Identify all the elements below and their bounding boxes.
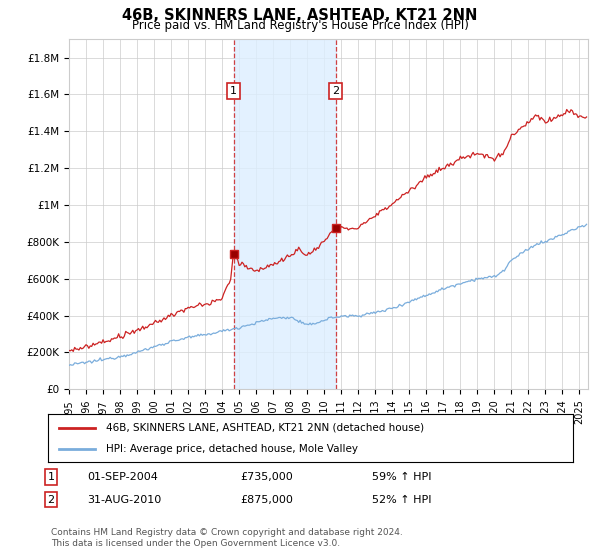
- Text: This data is licensed under the Open Government Licence v3.0.: This data is licensed under the Open Gov…: [51, 539, 340, 548]
- Text: £735,000: £735,000: [240, 472, 293, 482]
- Text: 52% ↑ HPI: 52% ↑ HPI: [372, 494, 431, 505]
- Text: 46B, SKINNERS LANE, ASHTEAD, KT21 2NN: 46B, SKINNERS LANE, ASHTEAD, KT21 2NN: [122, 8, 478, 24]
- Text: 31-AUG-2010: 31-AUG-2010: [87, 494, 161, 505]
- Text: 2: 2: [332, 86, 339, 96]
- Text: 2: 2: [47, 494, 55, 505]
- Text: 59% ↑ HPI: 59% ↑ HPI: [372, 472, 431, 482]
- Text: HPI: Average price, detached house, Mole Valley: HPI: Average price, detached house, Mole…: [106, 444, 358, 454]
- Bar: [233, 39, 335, 389]
- Text: 1: 1: [47, 472, 55, 482]
- Text: £875,000: £875,000: [240, 494, 293, 505]
- Text: 01-SEP-2004: 01-SEP-2004: [87, 472, 158, 482]
- Text: Contains HM Land Registry data © Crown copyright and database right 2024.: Contains HM Land Registry data © Crown c…: [51, 528, 403, 536]
- Text: 46B, SKINNERS LANE, ASHTEAD, KT21 2NN (detached house): 46B, SKINNERS LANE, ASHTEAD, KT21 2NN (d…: [106, 423, 424, 433]
- Text: 1: 1: [230, 86, 237, 96]
- Text: Price paid vs. HM Land Registry's House Price Index (HPI): Price paid vs. HM Land Registry's House …: [131, 19, 469, 32]
